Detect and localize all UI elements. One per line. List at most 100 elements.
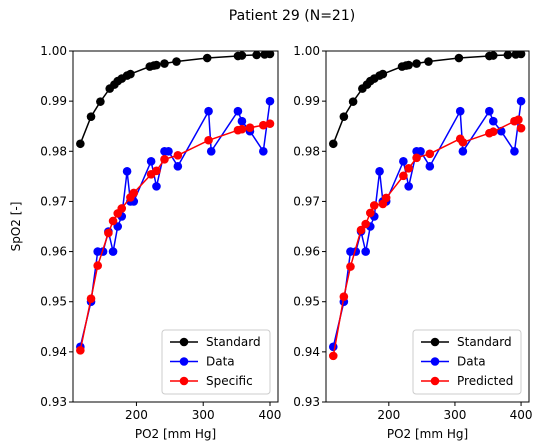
data-point-standard [488, 51, 498, 60]
data-point-data [146, 157, 156, 166]
legend-marker [430, 376, 440, 386]
x-axis-label: PO2 [mm Hg] [387, 427, 468, 441]
data-point-data [516, 96, 526, 106]
data-point-predicted [516, 123, 526, 133]
data-point-predicted [339, 292, 349, 302]
data-point-data [404, 182, 413, 191]
data-point-data [152, 182, 161, 191]
data-point-data [328, 342, 338, 352]
y-tick-label: 0.98 [40, 144, 67, 158]
data-point-data [425, 162, 435, 171]
x-tick-label: 200 [125, 408, 148, 422]
legend-marker [179, 357, 189, 366]
data-point-predicted [361, 219, 370, 229]
x-axis-label: PO2 [mm Hg] [135, 427, 216, 441]
legend-marker [179, 337, 189, 347]
x-tick-label: 400 [259, 408, 282, 422]
y-tick-label: 0.95 [40, 295, 67, 309]
legend-label: Data [457, 355, 486, 369]
data-point-predicted [328, 351, 338, 361]
data-point-standard [152, 60, 161, 70]
legend-box [161, 329, 271, 395]
right-plot: 0.93 0.94 0.95 0.96 0.97 0.98 0.99 1.00 200 300 40… [293, 44, 532, 441]
data-point-specific [265, 119, 275, 129]
data-point-data [164, 146, 173, 156]
data-point-specific [160, 155, 169, 164]
y-tick-label: 0.96 [40, 245, 67, 259]
data-point-standard [348, 97, 358, 106]
data-point-specific [117, 204, 127, 213]
data-point-standard [412, 59, 421, 68]
data-point-data [399, 157, 408, 166]
data-point-data [375, 167, 384, 176]
data-point-predicted [412, 153, 421, 163]
x-tick-label: 300 [443, 408, 466, 422]
data-point-data [488, 116, 498, 126]
data-point-standard [265, 51, 275, 59]
data-point-data [237, 116, 247, 126]
legend-label: Specific [206, 374, 253, 388]
data-point-specific [93, 261, 103, 270]
data-point-data [265, 96, 275, 106]
data-point-predicted [514, 115, 523, 124]
legend: Standard Data Predicted [412, 329, 522, 395]
data-point-standard [252, 51, 261, 60]
data-point-standard [339, 112, 349, 121]
legend-label: Data [206, 355, 235, 369]
data-point-data [233, 106, 243, 116]
data-point-data [206, 146, 216, 156]
data-point-standard [454, 53, 464, 63]
y-axis-label: SpO2 [-] [9, 202, 23, 252]
data-point-standard [237, 51, 247, 60]
legend-label: Standard [206, 335, 261, 349]
data-point-standard [202, 53, 212, 63]
data-point-data [361, 247, 370, 256]
y-tick-label: 0.97 [40, 194, 67, 208]
data-point-predicted [356, 225, 366, 235]
data-point-standard [378, 69, 388, 79]
x-tick-label: 300 [192, 408, 215, 422]
y-tick-label: 0.94 [40, 345, 67, 359]
data-point-data [510, 146, 519, 156]
data-point-standard [86, 112, 96, 121]
data-point-standard [328, 139, 338, 149]
y-tick-label: 0.98 [293, 144, 320, 158]
y-tick-label: 1.00 [293, 44, 320, 58]
legend-label: Predicted [457, 374, 513, 388]
legend-marker [430, 337, 440, 347]
data-point-data [108, 247, 118, 256]
data-point-standard [126, 69, 135, 79]
figure-title: Patient 29 (N=21) [229, 8, 355, 24]
plot-area [76, 51, 275, 355]
data-point-predicted [346, 262, 355, 271]
data-point-predicted [399, 171, 408, 181]
data-point-data [416, 146, 425, 156]
data-point-predicted [425, 149, 435, 159]
data-point-data [259, 146, 268, 156]
data-point-standard [404, 60, 413, 70]
y-tick-label: 0.99 [293, 94, 320, 108]
y-tick-label: 0.97 [293, 194, 320, 208]
data-point-standard [424, 57, 433, 66]
y-tick-label: 0.93 [40, 395, 67, 409]
data-point-predicted [366, 208, 375, 218]
data-point-specific [259, 120, 268, 130]
legend-label: Standard [457, 335, 512, 349]
data-point-standard [172, 57, 181, 66]
data-point-specific [76, 346, 85, 355]
data-point-predicted [369, 201, 379, 210]
legend-marker [430, 357, 440, 366]
data-point-data [204, 106, 213, 116]
data-point-data [173, 162, 183, 171]
y-tick-label: 1.00 [40, 44, 67, 58]
data-point-specific [108, 216, 118, 226]
legend: Standard Data Specific [161, 329, 271, 395]
data-point-standard [160, 59, 169, 68]
data-point-specific [104, 228, 113, 238]
y-tick-label: 0.96 [293, 245, 320, 259]
data-point-data [485, 106, 494, 116]
data-point-standard [96, 97, 105, 106]
data-point-data [122, 167, 132, 176]
y-tick-label: 0.94 [293, 345, 320, 359]
